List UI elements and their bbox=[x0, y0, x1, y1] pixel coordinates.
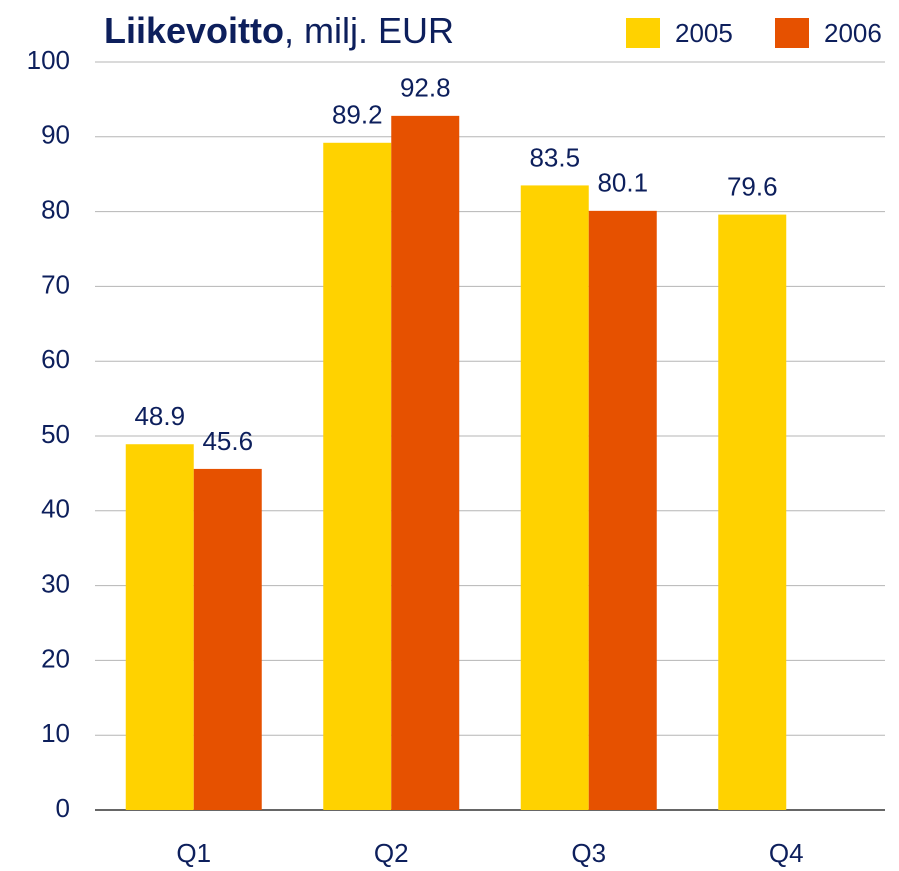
x-tick-label: Q1 bbox=[176, 838, 211, 868]
legend-label: 2006 bbox=[824, 18, 882, 48]
bar bbox=[520, 185, 589, 811]
value-label: 83.5 bbox=[529, 142, 580, 172]
x-tick-label: Q4 bbox=[769, 838, 804, 868]
value-label: 45.6 bbox=[202, 426, 253, 456]
y-tick-label: 20 bbox=[41, 643, 70, 673]
y-tick-label: 80 bbox=[41, 194, 70, 224]
y-tick-label: 70 bbox=[41, 269, 70, 299]
y-tick-label: 50 bbox=[41, 419, 70, 449]
title-rest: , milj. EUR bbox=[284, 10, 454, 51]
value-label: 89.2 bbox=[332, 100, 383, 130]
y-tick-label: 100 bbox=[27, 45, 70, 75]
legend-label: 2005 bbox=[675, 18, 733, 48]
legend-swatch bbox=[626, 18, 660, 48]
y-tick-label: 40 bbox=[41, 494, 70, 524]
bar bbox=[193, 468, 262, 810]
title-bold: Liikevoitto bbox=[104, 10, 284, 51]
y-tick-label: 30 bbox=[41, 568, 70, 598]
y-tick-label: 90 bbox=[41, 120, 70, 150]
x-tick-label: Q2 bbox=[374, 838, 409, 868]
bar bbox=[718, 214, 787, 811]
y-tick-label: 10 bbox=[41, 718, 70, 748]
value-label: 92.8 bbox=[400, 73, 451, 103]
chart-title: Liikevoitto, milj. EUR bbox=[104, 10, 454, 51]
x-tick-label: Q3 bbox=[571, 838, 606, 868]
bar bbox=[588, 210, 657, 811]
bar bbox=[323, 142, 392, 810]
bar bbox=[391, 115, 460, 810]
y-tick-label: 0 bbox=[56, 793, 70, 823]
value-label: 48.9 bbox=[134, 401, 185, 431]
value-label: 79.6 bbox=[727, 171, 778, 201]
legend-swatch bbox=[775, 18, 809, 48]
value-label: 80.1 bbox=[597, 168, 648, 198]
bar bbox=[125, 444, 194, 810]
y-tick-label: 60 bbox=[41, 344, 70, 374]
